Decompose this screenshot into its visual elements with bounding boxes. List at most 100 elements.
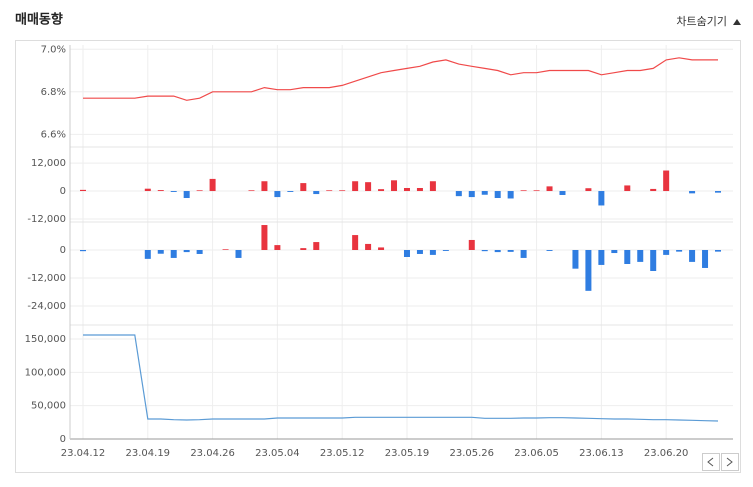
x-tick-label: 23.04.26 [190, 448, 235, 459]
y-tick-label: 0 [60, 434, 66, 445]
bar [274, 191, 281, 198]
y-tick-label: 0 [60, 245, 66, 256]
bar [663, 250, 670, 255]
line [83, 57, 718, 101]
bar [520, 250, 527, 258]
bar [572, 250, 579, 269]
toggle-arrow[interactable] [733, 19, 741, 25]
bar [403, 250, 410, 257]
bar [352, 181, 359, 192]
bar [183, 250, 190, 253]
y-tick-label: 150,000 [25, 334, 66, 345]
bar [689, 250, 696, 262]
bar [468, 239, 475, 250]
x-tick-label: 23.05.04 [255, 448, 300, 459]
prev-button[interactable] [702, 453, 720, 471]
bar [442, 250, 449, 251]
y-tick-label: 6.8% [41, 87, 66, 98]
x-tick-label: 23.05.12 [320, 448, 365, 459]
bar [624, 250, 631, 264]
bar [196, 250, 203, 254]
y-tick-label: -12,000 [27, 214, 66, 225]
x-tick-label: 23.06.13 [579, 448, 624, 459]
bar [378, 247, 385, 250]
bar [429, 250, 436, 255]
bar [416, 250, 423, 254]
bar [222, 249, 229, 250]
bar [429, 181, 436, 192]
bar [546, 250, 553, 251]
bar [663, 170, 670, 192]
bar [715, 250, 721, 252]
bar [637, 250, 644, 262]
bar [339, 190, 346, 192]
bar [183, 191, 190, 199]
bar [80, 189, 86, 192]
x-tick-label: 23.06.05 [514, 448, 559, 459]
bar [585, 250, 592, 291]
y-tick-label: 100,000 [25, 367, 66, 378]
bar [624, 185, 631, 192]
x-tick-label: 23.05.19 [385, 448, 430, 459]
x-tick-label: 23.04.12 [61, 448, 106, 459]
hide-chart-toggle[interactable]: 차트숨기기 [676, 15, 727, 28]
bar [494, 191, 501, 199]
bar [235, 250, 242, 258]
bar [494, 250, 501, 253]
bar [300, 183, 307, 192]
y-tick-label: 0 [60, 186, 66, 197]
bar [650, 250, 657, 271]
bar [313, 191, 320, 195]
bar [702, 250, 709, 268]
bar [365, 243, 372, 250]
line [83, 334, 719, 422]
bar [546, 186, 553, 192]
bar [157, 250, 164, 254]
bar [481, 191, 488, 195]
y-tick-label: -24,000 [27, 301, 66, 312]
bar [352, 235, 359, 250]
bar [468, 191, 475, 198]
y-tick-label: 7.0% [41, 44, 66, 55]
nav-buttons [702, 453, 739, 471]
bar [507, 191, 514, 199]
bar [248, 190, 255, 192]
bar [533, 190, 540, 192]
bar [378, 189, 385, 192]
bar [598, 191, 605, 206]
bar [196, 190, 203, 192]
bar [261, 181, 268, 192]
bar [676, 250, 683, 252]
bar [481, 250, 488, 252]
bar [689, 191, 696, 194]
next-icon[interactable] [726, 457, 733, 467]
bar [144, 250, 151, 259]
bar [416, 187, 423, 192]
next-button[interactable] [721, 453, 739, 471]
section-title: 매매동향 [15, 12, 63, 28]
y-tick-label: 12,000 [31, 158, 66, 169]
y-tick-label: 50,000 [31, 401, 66, 412]
bar [157, 190, 164, 192]
bar [455, 191, 462, 197]
y-tick-label: -12,000 [27, 273, 66, 284]
bar [170, 250, 177, 258]
bar [391, 180, 398, 192]
bar [300, 248, 307, 250]
bar [611, 250, 618, 254]
bar [598, 250, 605, 265]
bar [585, 188, 592, 192]
bar [313, 242, 320, 250]
bar [287, 191, 294, 192]
bar [507, 250, 514, 252]
bar [520, 190, 527, 192]
x-tick-label: 23.04.19 [126, 448, 171, 459]
chart-frame [15, 40, 741, 473]
prev-icon[interactable] [707, 457, 714, 467]
bar [209, 178, 216, 192]
bar [559, 191, 566, 195]
bar [326, 190, 333, 192]
bar [144, 188, 151, 192]
bar [403, 187, 410, 192]
